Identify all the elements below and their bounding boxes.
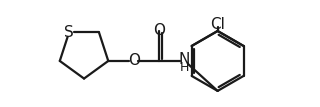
Text: O: O — [128, 54, 140, 68]
Text: Cl: Cl — [210, 18, 225, 33]
Text: H: H — [180, 61, 189, 74]
Text: N: N — [179, 52, 190, 67]
Text: O: O — [153, 24, 165, 39]
Text: S: S — [64, 25, 74, 40]
